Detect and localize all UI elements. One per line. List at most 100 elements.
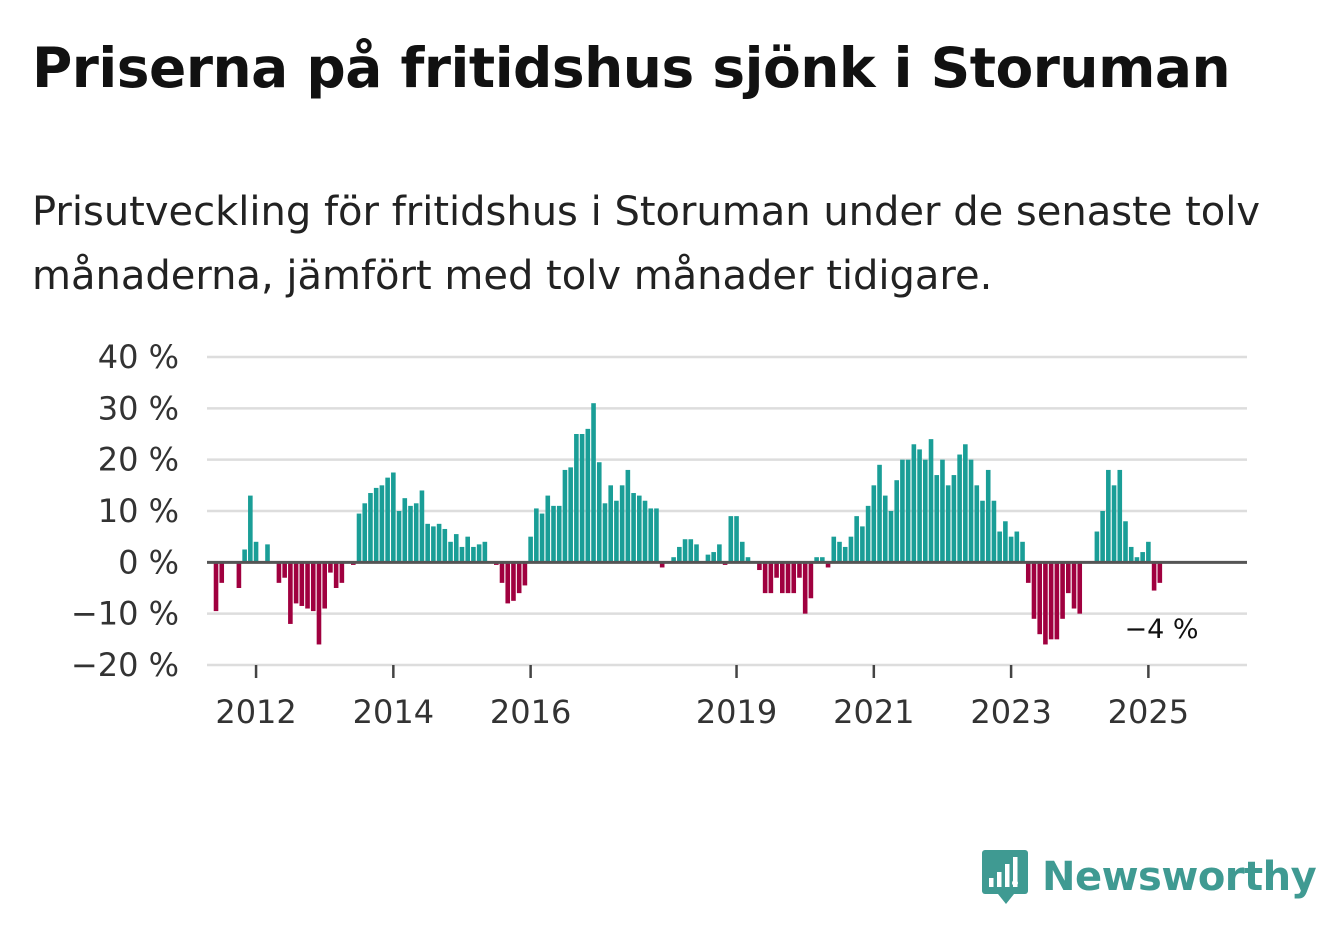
bar — [848, 536, 854, 563]
bar — [717, 544, 722, 563]
bar — [265, 544, 270, 563]
bar — [516, 562, 522, 594]
bar — [248, 495, 253, 563]
bar — [574, 434, 579, 563]
bar — [1146, 541, 1151, 563]
bar — [373, 487, 379, 563]
x-axis-labels: 2012 2014 2016 2019 2021 2023 2025 — [215, 665, 1189, 731]
bar — [465, 536, 470, 563]
bar — [539, 513, 545, 563]
bar — [310, 562, 316, 612]
bar — [596, 462, 602, 563]
bar — [333, 562, 339, 588]
y-tick-label: −20 % — [71, 646, 179, 684]
bar — [476, 544, 482, 563]
bar — [1094, 531, 1100, 563]
bar — [762, 562, 768, 594]
bar — [860, 526, 865, 563]
bar — [648, 508, 654, 563]
bar — [276, 562, 282, 583]
bar — [1066, 562, 1071, 594]
bar — [894, 480, 899, 563]
x-tick-label: 2023 — [970, 693, 1051, 731]
bar — [608, 485, 613, 563]
bar — [545, 495, 551, 563]
bar — [602, 503, 608, 563]
bar — [1117, 469, 1123, 563]
bar — [408, 505, 413, 563]
bar — [797, 562, 802, 578]
bar — [1134, 557, 1140, 563]
x-tick-label: 2012 — [215, 693, 296, 731]
bar — [1140, 552, 1145, 563]
bar — [854, 516, 859, 563]
bar — [682, 539, 688, 563]
bar — [551, 505, 556, 563]
bar — [459, 546, 465, 563]
bar — [985, 469, 991, 563]
bar — [562, 469, 568, 563]
brand: Newsworthy — [980, 848, 1317, 906]
bar — [453, 534, 459, 563]
bar — [791, 562, 797, 594]
bar — [1037, 562, 1042, 635]
bar — [677, 546, 682, 563]
bar — [305, 562, 310, 609]
bar — [591, 403, 596, 563]
bar — [837, 541, 842, 563]
x-tick-label: 2014 — [353, 693, 434, 731]
x-tick-label: 2021 — [833, 693, 914, 731]
bar — [825, 562, 831, 568]
bar — [339, 562, 345, 583]
bar — [288, 562, 293, 624]
bar — [780, 562, 785, 594]
bar — [1100, 511, 1105, 563]
bar — [911, 444, 917, 563]
bar — [659, 562, 665, 568]
bar — [1048, 562, 1054, 640]
bar — [1151, 562, 1157, 591]
y-tick-label: 10 % — [98, 492, 179, 530]
bar — [1157, 562, 1163, 583]
newsworthy-logo-icon — [982, 850, 1028, 904]
bar — [253, 541, 259, 563]
bar — [1054, 562, 1060, 640]
bar — [997, 531, 1002, 563]
bar — [511, 562, 516, 601]
bar — [362, 503, 368, 563]
bar — [642, 500, 648, 563]
bars — [213, 403, 1163, 645]
bar — [694, 544, 699, 563]
bar — [522, 562, 528, 586]
bar — [219, 562, 225, 583]
bar — [482, 541, 488, 563]
bar — [436, 523, 442, 563]
bar — [900, 459, 905, 563]
bar — [534, 508, 539, 563]
bar — [396, 511, 402, 563]
y-tick-label: 30 % — [98, 389, 179, 427]
bar — [242, 549, 247, 563]
end-value-label: −4 % — [1125, 614, 1199, 645]
bar — [579, 434, 585, 563]
bar — [923, 459, 928, 563]
bar — [1123, 521, 1128, 563]
bar — [871, 485, 877, 563]
bar — [774, 562, 779, 578]
bar — [1043, 562, 1048, 645]
bar — [928, 439, 934, 563]
bar — [322, 562, 327, 609]
bar — [471, 546, 476, 563]
bar — [934, 475, 940, 563]
bar — [1025, 562, 1031, 583]
x-tick-label: 2016 — [490, 693, 571, 731]
bar — [1111, 485, 1117, 563]
bar — [905, 459, 911, 563]
bar — [757, 562, 762, 571]
bar — [236, 562, 242, 588]
bar — [1003, 521, 1008, 563]
bar — [917, 449, 922, 563]
bar — [1031, 562, 1037, 619]
x-tick-label: 2025 — [1108, 693, 1189, 731]
bar — [802, 562, 808, 614]
